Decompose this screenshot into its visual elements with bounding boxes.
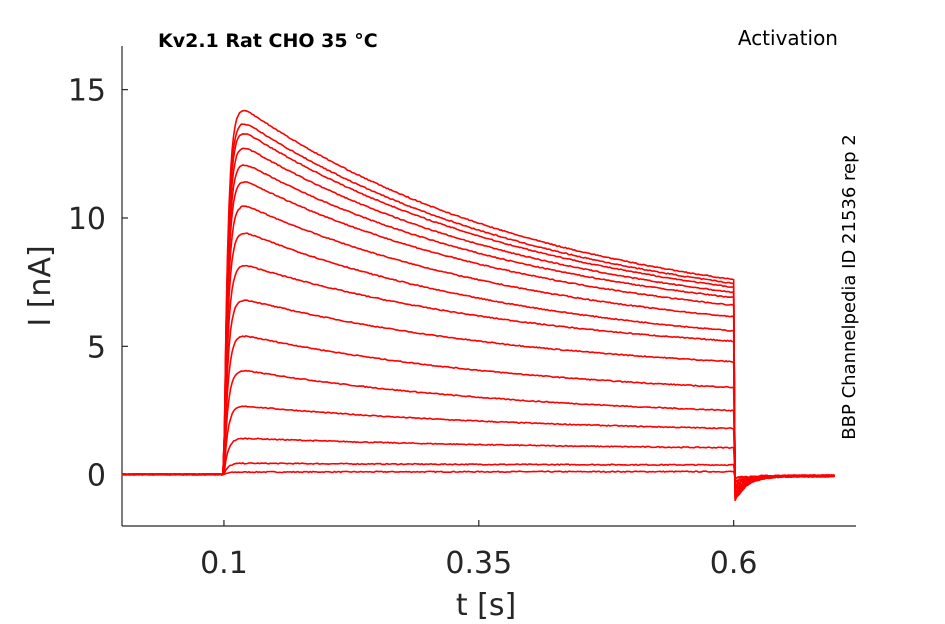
x-tick-label: 0.1 <box>200 546 248 581</box>
y-tick-label: 10 <box>68 202 106 237</box>
current-trace-10 <box>121 205 835 497</box>
y-axis-label: I [nA] <box>23 245 58 326</box>
current-trace-16 <box>121 109 835 501</box>
x-tick-label: 0.6 <box>710 546 758 581</box>
current-trace-9 <box>121 232 835 495</box>
x-tick-label: 0.35 <box>445 546 512 581</box>
channelpedia-id-label: BBP Channelpedia ID 21536 rep 2 <box>839 134 860 439</box>
current-trace-8 <box>121 264 835 492</box>
current-trace-1 <box>121 470 836 480</box>
current-trace-7 <box>121 299 836 491</box>
current-trace-5 <box>121 369 835 486</box>
current-trace-6 <box>121 335 836 487</box>
current-trace-2 <box>121 462 836 480</box>
x-axis-ticks: 0.1 0.35 0.6 <box>200 520 758 581</box>
current-trace-11 <box>121 181 835 498</box>
y-tick-label: 0 <box>87 459 106 494</box>
current-traces <box>121 109 836 502</box>
y-tick-label: 5 <box>87 330 106 365</box>
current-trace-15 <box>121 123 835 501</box>
current-trace-13 <box>121 147 835 500</box>
current-trace-3 <box>121 437 835 482</box>
chart-title: Kv2.1 Rat CHO 35 °C <box>158 30 378 52</box>
current-trace-4 <box>121 405 835 483</box>
y-axis-ticks: 0 5 10 15 <box>68 74 128 494</box>
y-tick-label: 15 <box>68 74 106 109</box>
current-trace-12 <box>121 164 835 499</box>
protocol-label: Activation <box>738 26 838 50</box>
current-trace-14 <box>121 133 835 502</box>
x-axis-label: t [s] <box>456 588 516 623</box>
